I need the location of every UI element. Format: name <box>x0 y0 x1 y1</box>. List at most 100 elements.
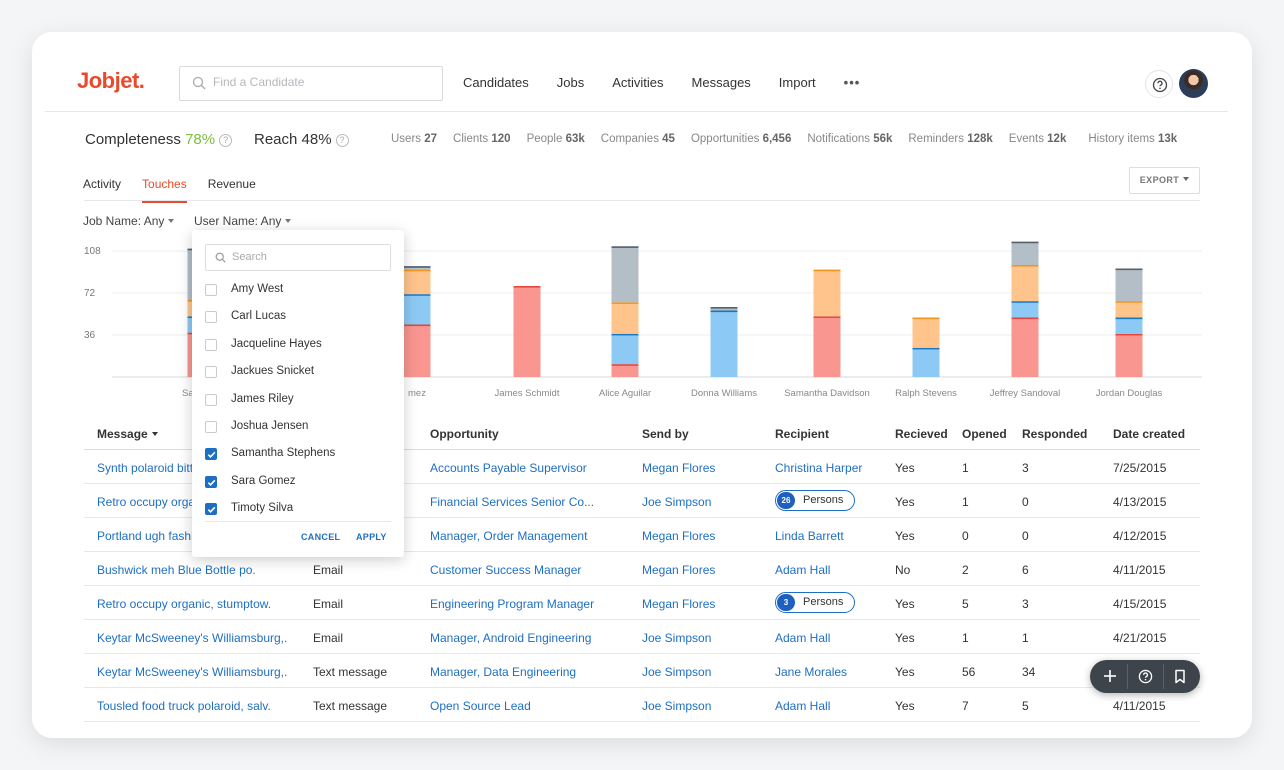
sender-link[interactable]: Joe Simpson <box>642 665 712 679</box>
nav-import[interactable]: Import <box>778 75 816 90</box>
nav-activities[interactable]: Activities <box>612 75 664 90</box>
user-name-filter[interactable]: User Name: Any <box>194 214 292 228</box>
table-row[interactable]: Synth polaroid bitt Accounts Payable Supe… <box>84 450 1200 484</box>
bar-segment[interactable] <box>1115 333 1143 377</box>
message-link[interactable]: Retro occupy orga <box>97 495 196 509</box>
table-row[interactable]: Tousled food truck polaroid, salv. Text m… <box>84 688 1200 722</box>
message-link[interactable]: Synth polaroid bitt <box>97 461 194 475</box>
message-link[interactable]: Keytar McSweeney's Williamsburg,. <box>97 665 288 679</box>
bar-segment[interactable] <box>611 302 639 334</box>
bar-segment[interactable] <box>513 286 541 377</box>
export-button[interactable]: EXPORT <box>1129 167 1200 194</box>
sender-link[interactable]: Megan Flores <box>642 529 716 543</box>
recipient-link[interactable]: Adam Hall <box>775 563 831 577</box>
job-name-filter[interactable]: Job Name: Any <box>83 214 175 228</box>
bar-segment[interactable] <box>1011 301 1039 318</box>
message-link[interactable]: Tousled food truck polaroid, salv. <box>97 699 271 713</box>
checkbox-checked[interactable] <box>205 448 217 461</box>
user-option[interactable]: Sara Gomez <box>205 474 391 492</box>
user-option[interactable]: James Riley <box>205 392 391 410</box>
tab-activity[interactable]: Activity <box>83 177 122 191</box>
table-row[interactable]: Bushwick meh Blue Bottle po. Email Custome… <box>84 552 1200 586</box>
help-icon[interactable]: ? <box>219 134 233 147</box>
user-option[interactable]: Samantha Stephens <box>205 446 391 464</box>
header-message[interactable]: Message <box>97 427 158 441</box>
dropdown-search-input[interactable] <box>232 251 382 263</box>
bar-segment[interactable] <box>611 246 639 303</box>
bar-segment[interactable] <box>813 269 841 317</box>
opportunity-link[interactable]: Accounts Payable Supervisor <box>430 461 587 475</box>
help-icon[interactable]: ? <box>335 134 349 147</box>
help-button[interactable] <box>1145 70 1173 98</box>
bar-segment[interactable] <box>1011 317 1039 378</box>
opportunity-link[interactable]: Engineering Program Manager <box>430 597 595 611</box>
sender-link[interactable]: Joe Simpson <box>642 631 712 645</box>
message-link[interactable]: Retro occupy organic, stumptow. <box>97 597 272 611</box>
apply-button[interactable]: APPLY <box>356 532 387 542</box>
recipient-link[interactable]: Adam Hall <box>775 631 831 645</box>
app-logo[interactable]: Jobjet. <box>77 68 145 93</box>
user-option[interactable]: Amy West <box>205 282 391 300</box>
bar-segment[interactable] <box>710 307 738 311</box>
opportunity-link[interactable]: Customer Success Manager <box>430 563 582 577</box>
bar-segment[interactable] <box>403 294 431 325</box>
bar-segment[interactable] <box>710 310 738 378</box>
bar-segment[interactable] <box>403 266 431 270</box>
sender-link[interactable]: Megan Flores <box>642 461 716 475</box>
sender-link[interactable]: Joe Simpson <box>642 699 712 713</box>
table-row[interactable]: Retro occupy organic, stumptow. Email Engi… <box>84 586 1200 620</box>
checkbox[interactable] <box>205 366 217 379</box>
persons-badge[interactable]: 3 Persons <box>775 592 855 613</box>
persons-badge[interactable]: 26 Persons <box>775 490 855 511</box>
more-icon[interactable]: ••• <box>843 75 861 90</box>
checkbox-checked[interactable] <box>205 503 217 516</box>
bar-segment[interactable] <box>611 333 639 365</box>
tab-touches[interactable]: Touches <box>142 177 187 203</box>
recipient-link[interactable]: Adam Hall <box>775 699 831 713</box>
bar-segment[interactable] <box>912 347 940 377</box>
bar-segment[interactable] <box>403 269 431 295</box>
opportunity-link[interactable]: Open Source Lead <box>430 699 531 713</box>
recipient-link[interactable]: Christina Harper <box>775 461 863 475</box>
bar-segment[interactable] <box>813 316 841 377</box>
opportunity-link[interactable]: Manager, Data Engineering <box>430 665 577 679</box>
recipient-link[interactable]: Linda Barrett <box>775 529 844 543</box>
nav-candidates[interactable]: Candidates <box>463 75 529 90</box>
candidate-search[interactable] <box>179 66 443 101</box>
bar-segment[interactable] <box>403 324 431 378</box>
table-row[interactable]: Keytar McSweeney's Williamsburg,. Text me… <box>84 654 1200 688</box>
user-option[interactable]: Carl Lucas <box>205 309 391 327</box>
checkbox[interactable] <box>205 284 217 296</box>
user-avatar[interactable] <box>1179 69 1208 98</box>
user-option[interactable]: Joshua Jensen <box>205 419 391 437</box>
checkbox[interactable] <box>205 311 217 324</box>
message-link[interactable]: Bushwick meh Blue Bottle po. <box>97 563 256 577</box>
opportunity-link[interactable]: Manager, Android Engineering <box>430 631 592 645</box>
sender-link[interactable]: Joe Simpson <box>642 495 712 509</box>
message-link[interactable]: Keytar McSweeney's Williamsburg,. <box>97 631 288 645</box>
sender-link[interactable]: Megan Flores <box>642 597 716 611</box>
recipient-link[interactable]: Jane Morales <box>775 665 848 679</box>
checkbox[interactable] <box>205 393 217 406</box>
table-row[interactable]: Retro occupy orga Financial Services Seni… <box>84 484 1200 518</box>
table-row[interactable]: Keytar McSweeney's Williamsburg,. Email Ma… <box>84 620 1200 654</box>
user-option[interactable]: Jacqueline Hayes <box>205 337 391 355</box>
checkbox[interactable] <box>205 338 217 351</box>
checkbox-checked[interactable] <box>205 475 217 488</box>
cancel-button[interactable]: CANCEL <box>301 532 341 542</box>
dropdown-search[interactable] <box>205 244 391 271</box>
checkbox[interactable] <box>205 421 217 433</box>
table-row[interactable]: Portland ugh fashi Manager, Order Managem… <box>84 518 1200 552</box>
nav-jobs[interactable]: Jobs <box>556 75 585 90</box>
bar-segment[interactable] <box>912 317 940 348</box>
bar-segment[interactable] <box>1011 241 1039 265</box>
opportunity-link[interactable]: Financial Services Senior Co... <box>430 495 595 509</box>
nav-messages[interactable]: Messages <box>691 75 751 90</box>
bookmark-button[interactable] <box>1162 660 1198 693</box>
add-button[interactable] <box>1092 660 1128 693</box>
bar-segment[interactable] <box>1011 265 1039 302</box>
bar-segment[interactable] <box>611 364 639 377</box>
bar-segment[interactable] <box>1115 301 1143 318</box>
user-option[interactable]: Jackues Snicket <box>205 364 391 382</box>
help-button[interactable] <box>1127 660 1163 693</box>
